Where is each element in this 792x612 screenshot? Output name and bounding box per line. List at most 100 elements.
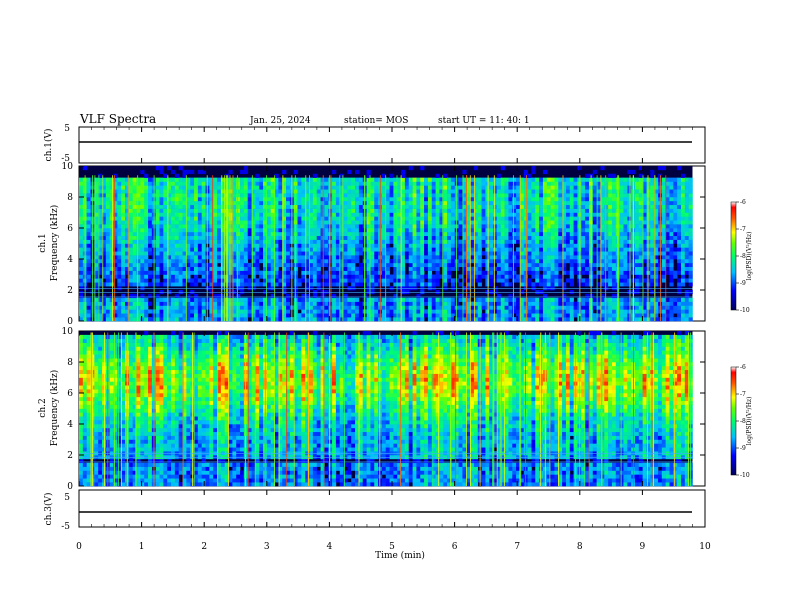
spectrogram-cell: [328, 317, 333, 322]
spectrogram-cell: [163, 200, 168, 206]
spectrogram-cell: [573, 266, 578, 271]
spectrogram-cell: [431, 224, 436, 229]
spectrogram-cell: [293, 200, 298, 206]
spectrogram-cell: [339, 216, 344, 221]
spectrogram-cell: [171, 224, 176, 229]
spectrogram-cell: [240, 262, 245, 268]
spectrogram-cell: [155, 247, 160, 252]
spectrogram-cell: [240, 197, 245, 202]
spectrogram-cell: [412, 231, 417, 237]
spectrogram-cell: [263, 200, 268, 206]
spectrogram-cell: [573, 313, 578, 318]
spectrogram-cell: [385, 235, 390, 240]
spectrogram-cell: [86, 228, 91, 233]
spectrogram-cell: [608, 200, 613, 206]
spectrogram-cell: [197, 189, 202, 194]
spectrogram-cell: [596, 197, 601, 202]
spectrogram-cell: [251, 309, 256, 314]
spectrogram-cell: [435, 177, 440, 182]
spectrogram-cell: [98, 197, 103, 202]
spectrogram-cell: [270, 197, 275, 202]
spectrogram-cell: [355, 305, 360, 310]
spectrogram-cell: [558, 243, 563, 248]
spectrogram-cell: [420, 313, 425, 318]
spectrogram-cell: [485, 313, 490, 318]
spectrogram-cell: [550, 200, 555, 206]
spectrogram-cell: [489, 282, 494, 287]
spectrogram-cell: [450, 216, 456, 221]
spectrogram-cell: [297, 282, 302, 287]
spectrogram-cell: [450, 239, 456, 244]
spectrogram-cell: [343, 262, 348, 268]
spectrogram-cell: [140, 282, 145, 287]
spectrogram-cell: [182, 266, 187, 271]
spectrogram-cell: [558, 247, 563, 252]
spectrogram-cell: [619, 212, 624, 217]
spectrogram-cell: [427, 208, 433, 213]
spectrogram-cell: [282, 278, 287, 283]
spectrogram-cell: [393, 266, 398, 271]
spectrogram-cell: [508, 212, 513, 217]
spectrogram-cell: [546, 181, 551, 186]
spectrogram-cell: [466, 247, 471, 252]
spectrogram-cell: [473, 243, 479, 248]
spectrogram-cell: [286, 216, 291, 221]
spectrogram-cell: [155, 231, 160, 237]
spectrogram-cell: [385, 200, 390, 206]
spectrogram-cell: [328, 216, 333, 221]
spectrogram-cell: [512, 177, 517, 182]
spectrogram-cell: [355, 169, 360, 175]
spectrogram-cell: [404, 181, 410, 186]
spectrogram-cell: [355, 208, 360, 213]
spectrogram-cell: [128, 193, 133, 198]
spectrogram-cell: [600, 181, 605, 186]
spectrogram-cell: [297, 255, 302, 260]
spectrogram-cell: [182, 270, 187, 275]
spectrogram-cell: [121, 181, 126, 186]
spectrogram-cell: [447, 216, 452, 221]
spectrogram-cell: [389, 216, 394, 221]
spectrogram-cell: [140, 200, 145, 206]
spectrogram-cell: [550, 216, 555, 221]
spectrogram-cell: [159, 185, 164, 190]
spectrogram-cell: [535, 282, 540, 287]
spectrogram-cell: [232, 301, 237, 306]
spectrogram-cell: [335, 247, 341, 252]
spectrogram-cell: [316, 255, 321, 260]
spectrogram-cell: [473, 208, 479, 213]
spectrogram-cell: [454, 204, 459, 209]
spectrogram-cell: [535, 235, 540, 240]
spectrogram-cell: [473, 185, 479, 190]
spectrogram-cell: [232, 259, 237, 264]
spectrogram-cell: [385, 262, 390, 268]
spectrogram-cell: [542, 317, 548, 322]
spectrogram-cell: [431, 282, 436, 287]
spectrogram-cell: [424, 181, 429, 186]
spectrogram-cell: [404, 216, 410, 221]
spectrogram-cell: [542, 177, 548, 182]
spectrogram-cell: [585, 259, 590, 264]
spectrogram-cell: [94, 228, 99, 233]
spectrogram-cell: [117, 317, 122, 322]
spectrogram-cell: [343, 313, 348, 318]
spectrogram-cell: [339, 185, 344, 190]
spectrogram-cell: [140, 259, 145, 264]
spectrogram-cell: [447, 193, 452, 198]
spectrogram-cell: [500, 224, 505, 229]
spectrogram-cell: [109, 231, 114, 237]
spectrogram-cell: [190, 317, 195, 322]
spectrogram-cell: [79, 197, 84, 202]
spectrogram-cell: [293, 169, 298, 175]
spectrogram-cell: [397, 228, 402, 233]
spectrogram-cell: [500, 266, 505, 271]
spectrogram-cell: [94, 216, 99, 221]
spectrogram-cell: [105, 262, 110, 268]
spectrogram-cell: [278, 270, 283, 275]
spectrogram-cell: [309, 185, 314, 190]
spectrogram-cell: [339, 270, 344, 275]
ch1-spectrogram-image: [79, 166, 693, 322]
spectrogram-cell: [420, 239, 425, 244]
spectrogram-cell: [305, 204, 310, 209]
spectrogram-cell: [274, 313, 279, 318]
